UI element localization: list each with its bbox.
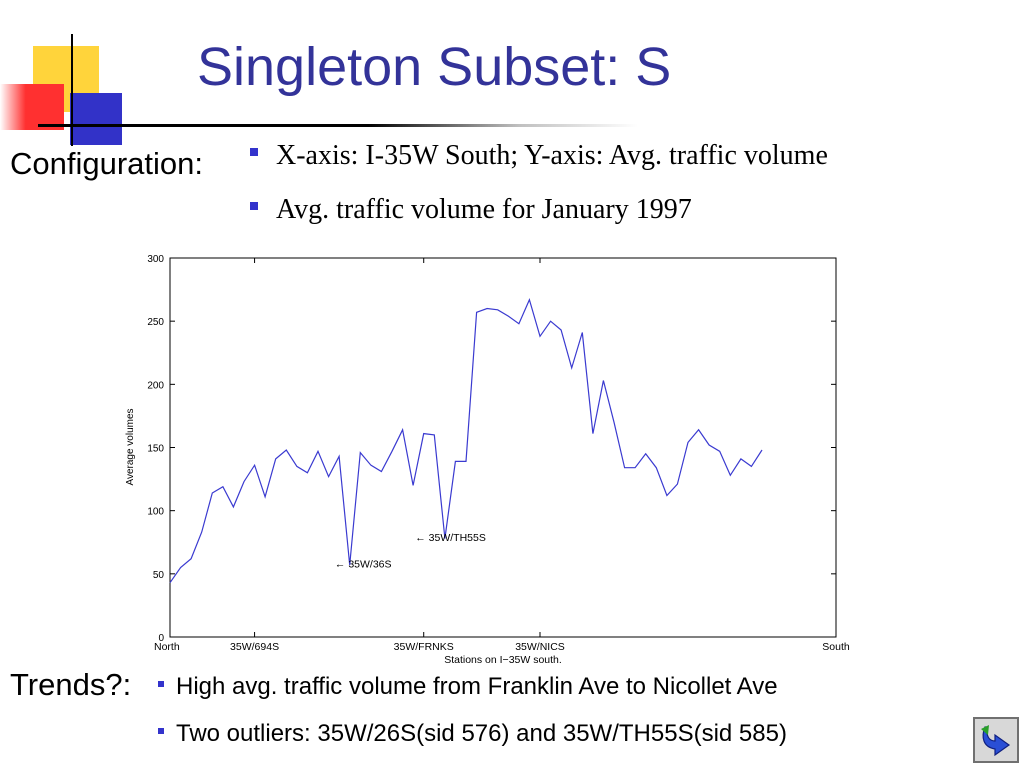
y-tick-label: 300 [147, 254, 164, 265]
y-tick-label: 200 [147, 380, 164, 391]
y-tick-label: 150 [147, 444, 164, 455]
y-tick-label: 50 [153, 570, 165, 581]
x-tick-label: 35W/694S [230, 641, 279, 653]
configuration-item: X-axis: I-35W South; Y-axis: Avg. traffi… [250, 136, 828, 190]
y-tick-label: 0 [158, 633, 164, 644]
configuration-label: Configuration: [10, 146, 204, 181]
x-axis-label: Stations on I−35W south. [444, 654, 562, 666]
trends-list: High avg. traffic volume from Franklin A… [158, 669, 787, 763]
x-tick-label: North [154, 641, 180, 653]
configuration-item-text: X-axis: I-35W South; Y-axis: Avg. traffi… [276, 140, 828, 171]
x-axis-ticks: North 35W/694S 35W/FRNKS 35W/NICS South [154, 258, 850, 653]
return-nav-button[interactable] [973, 717, 1019, 763]
y-tick-label: 250 [147, 317, 164, 328]
configuration-list: X-axis: I-35W South; Y-axis: Avg. traffi… [250, 136, 828, 244]
title-underline [38, 124, 638, 127]
trends-item: Two outliers: 35W/26S(sid 576) and 35W/T… [158, 716, 787, 763]
trends-label: Trends?: [10, 667, 132, 702]
chart-annotation: ← 35W/36S [335, 559, 392, 571]
y-axis-label: Average volumes [125, 408, 136, 485]
chart-annotations: ← 35W/36S ← 35W/TH55S [335, 532, 486, 571]
trends-item-text: High avg. traffic volume from Franklin A… [176, 673, 778, 700]
decor-blue-square [70, 93, 122, 145]
plot-frame [169, 257, 837, 638]
y-tick-label: 100 [147, 507, 164, 518]
chart-axes [169, 257, 837, 638]
trends-item: High avg. traffic volume from Franklin A… [158, 669, 787, 716]
x-tick-label: 35W/NICS [515, 641, 565, 653]
trends-item-text: Two outliers: 35W/26S(sid 576) and 35W/T… [176, 720, 787, 747]
chart-annotation: ← 35W/TH55S [415, 532, 486, 544]
slide-title: Singleton Subset: S [197, 37, 672, 97]
configuration-item: Avg. traffic volume for January 1997 [250, 190, 828, 244]
chart-series [169, 297, 763, 584]
series-line [169, 297, 763, 584]
configuration-item-text: Avg. traffic volume for January 1997 [276, 194, 692, 225]
square-bullet-icon [250, 201, 258, 210]
square-bullet-icon [250, 147, 258, 156]
x-tick-label: 35W/FRNKS [394, 641, 454, 653]
square-bullet-icon [158, 680, 164, 687]
decor-vertical-line [71, 34, 73, 146]
y-axis-ticks: 0 50 100 150 200 250 300 [147, 254, 836, 644]
decor-red-bar [0, 84, 64, 130]
return-arrow-icon [981, 725, 1011, 757]
x-tick-label: South [822, 641, 850, 653]
square-bullet-icon [158, 727, 164, 734]
